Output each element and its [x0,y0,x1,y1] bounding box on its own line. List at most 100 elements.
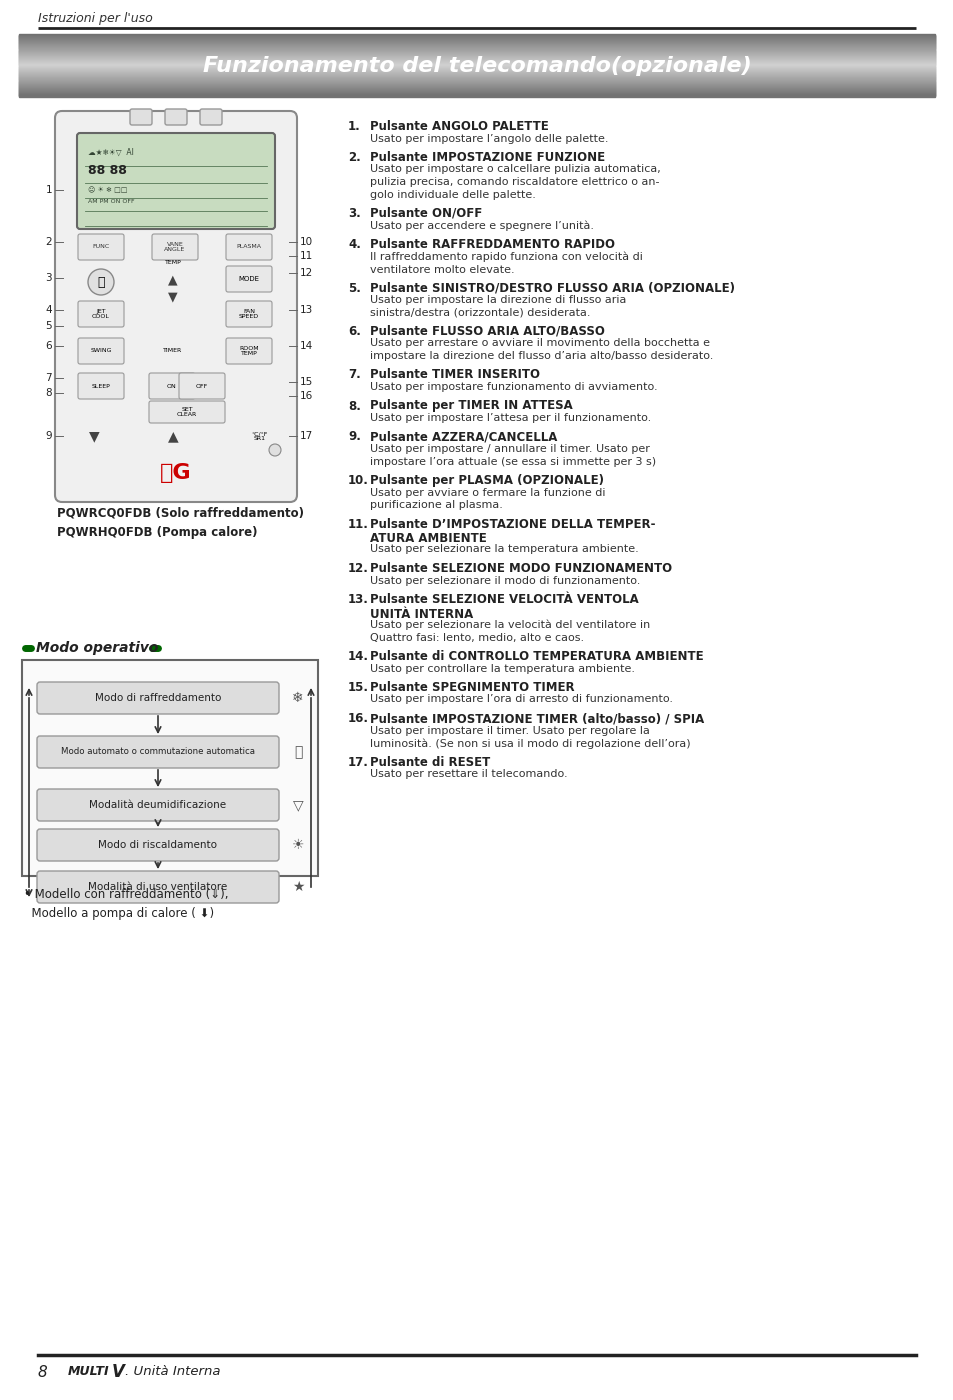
Text: OFF: OFF [195,384,208,388]
Bar [19,91,934,92]
FancyBboxPatch shape [226,337,272,364]
Text: Modo automato o commutazione automatica: Modo automato o commutazione automatica [61,748,254,756]
Bar [19,42,934,43]
Text: MULTI: MULTI [68,1365,110,1378]
Bar [19,53,934,55]
Text: 9.: 9. [348,431,360,444]
Text: 10.: 10. [348,475,369,487]
Text: 7.: 7. [348,368,360,381]
Text: Pulsante FLUSSO ARIA ALTO/BASSO: Pulsante FLUSSO ARIA ALTO/BASSO [370,325,604,337]
Bar [19,74,934,76]
Text: °C/°F
SR1: °C/°F SR1 [252,431,268,441]
Bar [19,92,934,94]
FancyBboxPatch shape [152,234,198,260]
Text: SWING: SWING [91,349,112,353]
Text: Usato per avviare o fermare la funzione di
purificazione al plasma.: Usato per avviare o fermare la funzione … [370,487,605,510]
Bar [19,80,934,81]
Bar [19,76,934,77]
FancyBboxPatch shape [78,301,124,328]
Text: FUNC: FUNC [92,245,110,249]
Bar [19,46,934,48]
Bar [19,43,934,45]
FancyBboxPatch shape [22,659,317,876]
Bar [19,78,934,80]
Bar [19,60,934,62]
Bar [19,90,934,91]
Text: 13: 13 [299,305,313,315]
Bar [19,41,934,42]
Bar [19,41,934,43]
Bar [19,64,934,67]
Text: . Unità Interna: . Unità Interna [125,1365,220,1378]
Text: 14: 14 [299,342,313,351]
Bar [19,41,934,42]
Text: 88 88: 88 88 [88,164,127,176]
FancyBboxPatch shape [130,109,152,125]
FancyBboxPatch shape [78,337,124,364]
Text: PQWRCQ0FDB (Solo raffreddamento)
PQWRHQ0FDB (Pompa calore): PQWRCQ0FDB (Solo raffreddamento) PQWRHQ0… [57,507,304,539]
Bar [19,42,934,43]
Bar [19,66,934,67]
Text: 6.: 6. [348,325,360,337]
Bar [19,60,934,63]
Bar [19,92,934,94]
Text: ☀: ☀ [292,839,304,853]
Bar [19,50,934,52]
Text: SLEEP: SLEEP [91,384,111,388]
FancyBboxPatch shape [226,266,272,293]
Bar [19,90,934,91]
FancyBboxPatch shape [226,301,272,328]
Bar [19,77,934,78]
Bar [19,88,934,90]
Bar [19,56,934,57]
Text: Pulsante di CONTROLLO TEMPERATURA AMBIENTE: Pulsante di CONTROLLO TEMPERATURA AMBIEN… [370,650,703,664]
Text: 11.: 11. [348,518,369,531]
Bar [19,80,934,81]
Bar [19,66,934,67]
Text: 5: 5 [46,321,52,330]
Bar [19,62,934,63]
FancyBboxPatch shape [37,736,278,769]
Text: Usato per resettare il telecomando.: Usato per resettare il telecomando. [370,769,567,778]
Text: MODE: MODE [238,276,259,281]
Bar [19,36,934,38]
Text: Usato per selezionare la temperatura ambiente.: Usato per selezionare la temperatura amb… [370,545,639,554]
Text: Pulsante AZZERA/CANCELLA: Pulsante AZZERA/CANCELLA [370,431,557,444]
Bar [19,52,934,53]
Bar [19,35,934,36]
Circle shape [88,269,113,295]
Text: Usato per selezionare il modo di funzionamento.: Usato per selezionare il modo di funzion… [370,575,639,585]
Text: ⓁG: ⓁG [160,463,192,483]
Text: FAN
SPEED: FAN SPEED [238,309,259,319]
Text: Usato per impostare l’angolo delle palette.: Usato per impostare l’angolo delle palet… [370,133,608,144]
Text: 12.: 12. [348,561,369,575]
Text: Usato per impostare il timer. Usato per regolare la
luminosità. (Se non si usa i: Usato per impostare il timer. Usato per … [370,725,690,749]
Text: Usato per controllare la temperatura ambiente.: Usato per controllare la temperatura amb… [370,664,635,673]
Text: TEMP: TEMP [165,260,181,265]
Bar [19,50,934,53]
Bar [19,85,934,87]
Bar [19,48,934,49]
Text: TIMER: TIMER [163,349,182,353]
Text: ☁★❄☀▽  AI: ☁★❄☀▽ AI [88,148,133,157]
Bar [19,76,934,77]
Bar [19,39,934,41]
Text: Modo operativo: Modo operativo [36,641,158,655]
Text: Ⓐ: Ⓐ [294,745,302,759]
Bar [19,73,934,74]
Bar [19,78,934,80]
Text: Usato per impostare funzionamento di avviamento.: Usato per impostare funzionamento di avv… [370,382,657,392]
FancyBboxPatch shape [37,790,278,820]
FancyBboxPatch shape [179,372,225,399]
FancyBboxPatch shape [78,234,124,260]
Bar [19,63,934,64]
Circle shape [269,444,281,456]
Bar [19,94,934,95]
Bar [19,52,934,53]
FancyBboxPatch shape [55,111,296,503]
Bar [19,67,934,69]
Text: Modalità deumidificazione: Modalità deumidificazione [90,799,226,811]
Bar [19,57,934,59]
Text: 3.: 3. [348,207,360,220]
Text: Funzionamento del telecomando(opzionale): Funzionamento del telecomando(opzionale) [202,56,751,76]
